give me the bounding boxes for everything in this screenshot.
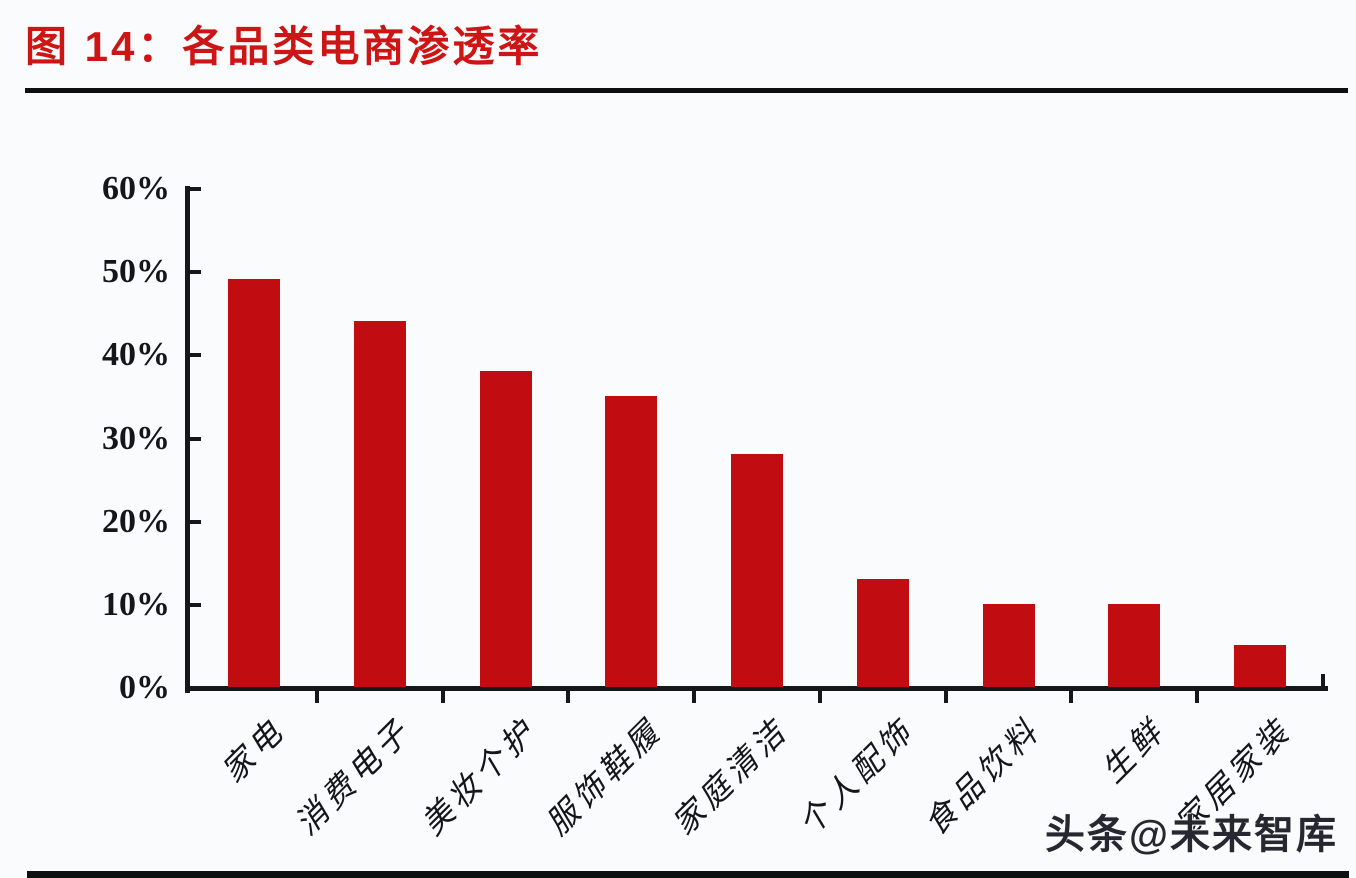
x-axis-tick [692, 691, 697, 703]
x-axis-tick [314, 691, 319, 703]
figure-title: 图 14：各品类电商渗透率 [25, 23, 543, 70]
bar-家庭清洁 [731, 454, 783, 687]
watermark: 头条@未来智库 [1044, 813, 1338, 857]
bar-家居家装 [1234, 645, 1286, 687]
title-divider [25, 88, 1348, 93]
y-axis-tick [190, 270, 201, 275]
bottom-divider [27, 871, 1349, 878]
x-axis-tick [817, 691, 822, 703]
y-axis-tick-label: 60% [102, 170, 170, 207]
bar-个人配饰 [856, 578, 909, 687]
x-axis-tick [440, 691, 445, 703]
y-axis-line [185, 186, 190, 693]
y-axis-tick-label: 10% [102, 585, 170, 623]
y-axis-tick [190, 519, 201, 524]
x-axis-tick [1195, 691, 1200, 703]
bar-食品饮料 [982, 603, 1035, 687]
bar-家电 [228, 279, 280, 687]
y-axis-tick-label: 0% [119, 669, 170, 706]
bar-服饰鞋履 [605, 395, 658, 687]
x-axis-tick [1069, 691, 1074, 703]
y-axis-tick-label: 50% [102, 253, 170, 291]
bar-消费电子 [353, 321, 406, 687]
bar-生鲜 [1108, 603, 1161, 687]
y-axis-tick [190, 187, 201, 191]
x-axis-end-cap [1320, 674, 1325, 686]
y-axis-tick-label: 40% [102, 336, 170, 374]
bar-美妆个护 [479, 370, 532, 687]
x-axis-tick [943, 691, 948, 703]
x-axis-tick [566, 691, 571, 703]
y-axis-tick-label: 30% [102, 419, 170, 457]
y-axis-tick [190, 353, 201, 358]
y-axis-tick-label: 20% [102, 502, 170, 540]
x-axis-line [185, 686, 1328, 691]
y-axis-tick [190, 436, 201, 441]
y-axis-tick [190, 602, 201, 607]
